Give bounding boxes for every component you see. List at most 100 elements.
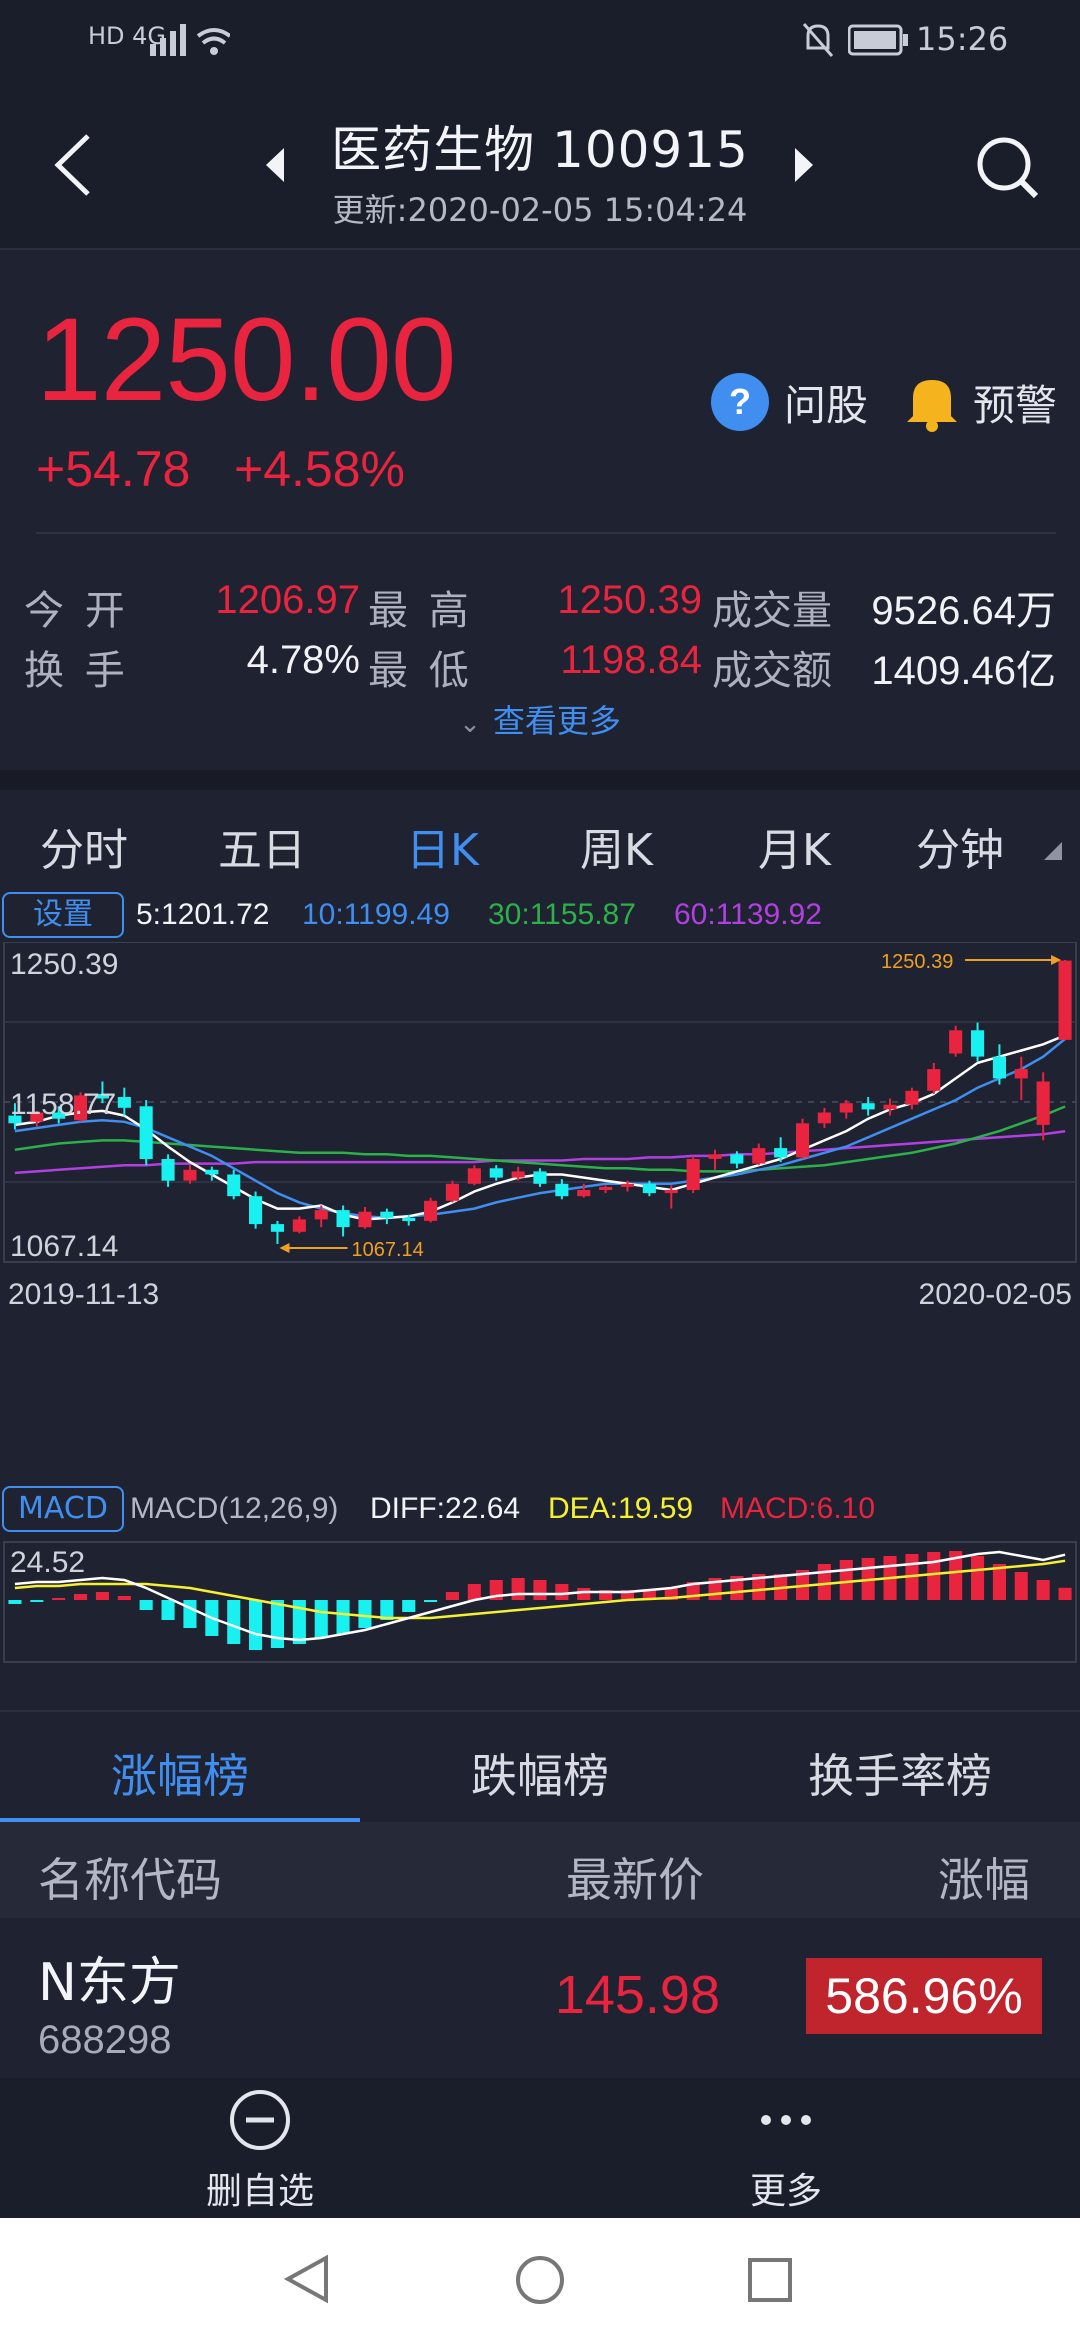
nav-recent-icon[interactable] xyxy=(746,2256,794,2304)
max-marker-arrow xyxy=(1051,955,1062,965)
table-row[interactable]: N东方 688298 145.98 586.96% xyxy=(0,1918,1080,2078)
tab-top-gainers[interactable]: 涨幅榜 xyxy=(111,1749,249,1803)
candle-body xyxy=(905,1090,919,1105)
chart-settings-button[interactable]: 设置 xyxy=(2,892,124,938)
candle-body xyxy=(139,1106,153,1159)
candle-body xyxy=(861,1103,875,1110)
macd-bar xyxy=(292,1600,306,1644)
tab-turnover-rate[interactable]: 换手率榜 xyxy=(808,1749,992,1803)
nav-home-icon[interactable] xyxy=(514,2254,566,2306)
candle-body xyxy=(1014,1069,1028,1079)
candle-body xyxy=(642,1183,656,1194)
candle-body xyxy=(555,1183,569,1197)
tab-daily-k[interactable]: 日K xyxy=(406,825,479,876)
macd-bar xyxy=(270,1600,284,1648)
macd-bar xyxy=(139,1600,153,1610)
macd-bar xyxy=(74,1594,88,1600)
ranking-tabs: 涨幅榜 跌幅榜 换手率榜 xyxy=(0,1710,1080,1824)
triangle-corner-icon[interactable] xyxy=(1044,842,1062,860)
price-alert-label: 预警 xyxy=(973,380,1058,430)
remove-favorite-button[interactable]: 删自选 xyxy=(190,2088,330,2214)
start-date-label: 2019-11-13 xyxy=(8,1278,159,1311)
tab-top-losers[interactable]: 跌幅榜 xyxy=(471,1749,609,1803)
candle-body xyxy=(730,1154,744,1164)
tab-intraday[interactable]: 分时 xyxy=(40,825,128,876)
macd-bar xyxy=(817,1564,831,1600)
view-more-label: 查看更多 xyxy=(492,702,621,740)
candle-body xyxy=(817,1112,831,1124)
macd-bar xyxy=(467,1584,481,1600)
macd-bar xyxy=(752,1574,766,1600)
volume-label: 成交量 xyxy=(712,588,832,634)
quote-panel: 1250.00 +54.78 +4.58% ? 问股 预警 今 开 1206.9… xyxy=(0,252,1080,752)
header: 医药生物 100915 更新:2020-02-05 15:04:24 xyxy=(0,80,1080,250)
dea-label: DEA:19.59 xyxy=(548,1492,694,1525)
candle-body xyxy=(708,1154,722,1159)
chart-canvas[interactable]: 1250.39 1158.77 1067.14 1250.39 1067.14 2019-… xyxy=(0,942,1080,1702)
search-icon[interactable] xyxy=(974,134,1040,200)
macd-bar xyxy=(599,1590,613,1600)
svg-text:?: ? xyxy=(729,381,751,422)
macd-bar xyxy=(1014,1572,1028,1600)
y-min-label: 1067.14 xyxy=(10,1230,118,1263)
candle-body xyxy=(117,1097,131,1108)
last-price: 1250.00 xyxy=(36,294,457,426)
min-marker-arrow xyxy=(279,1243,290,1253)
candle-body xyxy=(511,1171,525,1178)
stock-name: N东方 xyxy=(38,1953,181,2013)
ranking-table-header: 名称代码 最新价 涨幅 xyxy=(0,1822,1080,1918)
macd-bar xyxy=(249,1600,263,1650)
candle-body xyxy=(883,1104,897,1110)
macd-bar xyxy=(402,1600,416,1612)
open-label: 今 开 xyxy=(24,588,129,634)
col-latest-price[interactable]: 最新价 xyxy=(566,1853,704,1907)
y-mid-label: 1158.77 xyxy=(10,1088,116,1121)
candle-body xyxy=(183,1169,197,1181)
macd-bar xyxy=(1058,1587,1072,1600)
question-icon: ? xyxy=(711,373,769,431)
ma30-line xyxy=(14,1105,1066,1173)
price-change-pct: +4.58% xyxy=(234,441,405,497)
candle-body xyxy=(796,1123,810,1158)
ma10-line xyxy=(14,1037,1066,1220)
macd-bar xyxy=(424,1600,438,1602)
low-label: 最 低 xyxy=(368,648,473,694)
prev-stock-icon[interactable] xyxy=(266,148,286,182)
ma5-label: 5:1201.72 xyxy=(136,898,270,931)
price-alert-button[interactable]: 预警 xyxy=(905,370,1057,434)
macd-indicator-button[interactable]: MACD xyxy=(2,1486,124,1532)
system-navigation-bar xyxy=(0,2218,1080,2340)
tab-weekly-k[interactable]: 周K xyxy=(580,825,653,876)
macd-bar xyxy=(533,1580,547,1600)
more-menu-button[interactable]: 更多 xyxy=(716,2088,856,2214)
tab-minute[interactable]: 分钟 xyxy=(916,825,1004,876)
macd-bar xyxy=(445,1592,459,1600)
tab-monthly-k[interactable]: 月K xyxy=(758,825,831,876)
candle-body xyxy=(752,1148,766,1164)
macd-bar xyxy=(620,1590,634,1600)
candle-body xyxy=(402,1217,416,1221)
kline-chart: 设置 5:1201.72 10:1199.49 30:1155.87 60:11… xyxy=(0,882,1080,1702)
chevron-down-icon: ⌄ xyxy=(459,709,481,739)
ma60-line xyxy=(14,1129,1066,1175)
macd-bar xyxy=(30,1600,44,1602)
macd-bar xyxy=(511,1578,525,1600)
next-stock-icon[interactable] xyxy=(793,148,813,182)
nav-back-icon[interactable] xyxy=(282,2254,332,2304)
tab-five-day[interactable]: 五日 xyxy=(218,825,306,876)
candle-body xyxy=(664,1190,678,1194)
back-arrow-icon[interactable] xyxy=(48,132,98,198)
macd-bar xyxy=(577,1588,591,1600)
view-more-button[interactable]: ⌄ 查看更多 xyxy=(0,696,1080,742)
col-change-pct[interactable]: 涨幅 xyxy=(938,1853,1030,1907)
macd-bar xyxy=(555,1584,569,1600)
candle-body xyxy=(270,1224,284,1232)
macd-bar xyxy=(95,1592,109,1600)
end-date-label: 2020-02-05 xyxy=(919,1278,1072,1311)
bell-icon xyxy=(907,380,957,432)
ask-stock-button[interactable]: ? 问股 xyxy=(710,370,868,434)
macd-bar xyxy=(336,1600,350,1634)
macd-bar xyxy=(730,1576,744,1600)
stock-change-badge: 586.96% xyxy=(806,1958,1042,2034)
macd-bar xyxy=(992,1564,1006,1600)
